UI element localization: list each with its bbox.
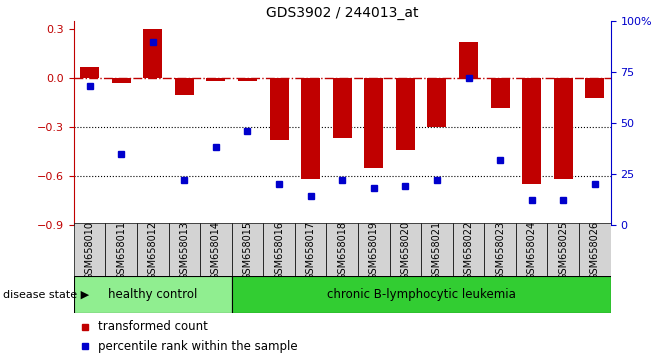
Bar	[333, 78, 352, 138]
Text: GSM658022: GSM658022	[464, 221, 474, 280]
Title: GDS3902 / 244013_at: GDS3902 / 244013_at	[266, 6, 419, 20]
Text: GSM658010: GSM658010	[85, 221, 95, 280]
Bar	[295, 223, 326, 278]
Bar	[238, 78, 257, 81]
Text: GSM658025: GSM658025	[558, 221, 568, 280]
Bar	[74, 223, 105, 278]
Text: GSM658024: GSM658024	[527, 221, 537, 280]
Text: transformed count: transformed count	[98, 320, 208, 333]
Bar	[207, 78, 225, 81]
Bar	[168, 223, 200, 278]
Text: GSM658016: GSM658016	[274, 221, 284, 280]
Bar	[80, 67, 99, 78]
Text: GSM658014: GSM658014	[211, 221, 221, 280]
Text: GSM658021: GSM658021	[432, 221, 442, 280]
Bar	[326, 223, 358, 278]
Bar	[491, 78, 509, 108]
Text: GSM658011: GSM658011	[116, 221, 126, 280]
Bar	[364, 78, 383, 168]
Text: GSM658018: GSM658018	[338, 221, 347, 280]
Bar	[390, 223, 421, 278]
Bar	[585, 78, 605, 98]
Bar	[111, 78, 131, 83]
Text: disease state ▶: disease state ▶	[3, 290, 89, 300]
Bar	[427, 78, 446, 127]
Bar	[548, 223, 579, 278]
Bar	[74, 276, 231, 313]
Bar	[137, 223, 168, 278]
Bar	[263, 223, 295, 278]
Bar	[522, 78, 541, 184]
Bar	[579, 223, 611, 278]
Bar	[554, 78, 573, 179]
Bar	[144, 29, 162, 78]
Text: GSM658015: GSM658015	[242, 221, 252, 280]
Bar	[421, 223, 453, 278]
Text: GSM658019: GSM658019	[369, 221, 379, 280]
Bar	[453, 223, 484, 278]
Bar	[175, 78, 194, 95]
Bar	[396, 78, 415, 150]
Bar	[270, 78, 289, 140]
Text: GSM658020: GSM658020	[401, 221, 411, 280]
Text: GSM658026: GSM658026	[590, 221, 600, 280]
Text: GSM658023: GSM658023	[495, 221, 505, 280]
Bar	[484, 223, 516, 278]
Bar	[200, 223, 231, 278]
Text: GSM658013: GSM658013	[179, 221, 189, 280]
Text: GSM658017: GSM658017	[305, 221, 315, 280]
Bar	[231, 223, 263, 278]
Bar	[459, 42, 478, 78]
Bar	[105, 223, 137, 278]
Text: healthy control: healthy control	[108, 288, 197, 301]
Bar	[301, 78, 320, 179]
Text: GSM658012: GSM658012	[148, 221, 158, 280]
Text: percentile rank within the sample: percentile rank within the sample	[98, 340, 298, 353]
Text: chronic B-lymphocytic leukemia: chronic B-lymphocytic leukemia	[327, 288, 515, 301]
Bar	[231, 276, 611, 313]
Bar	[358, 223, 390, 278]
Bar	[516, 223, 548, 278]
